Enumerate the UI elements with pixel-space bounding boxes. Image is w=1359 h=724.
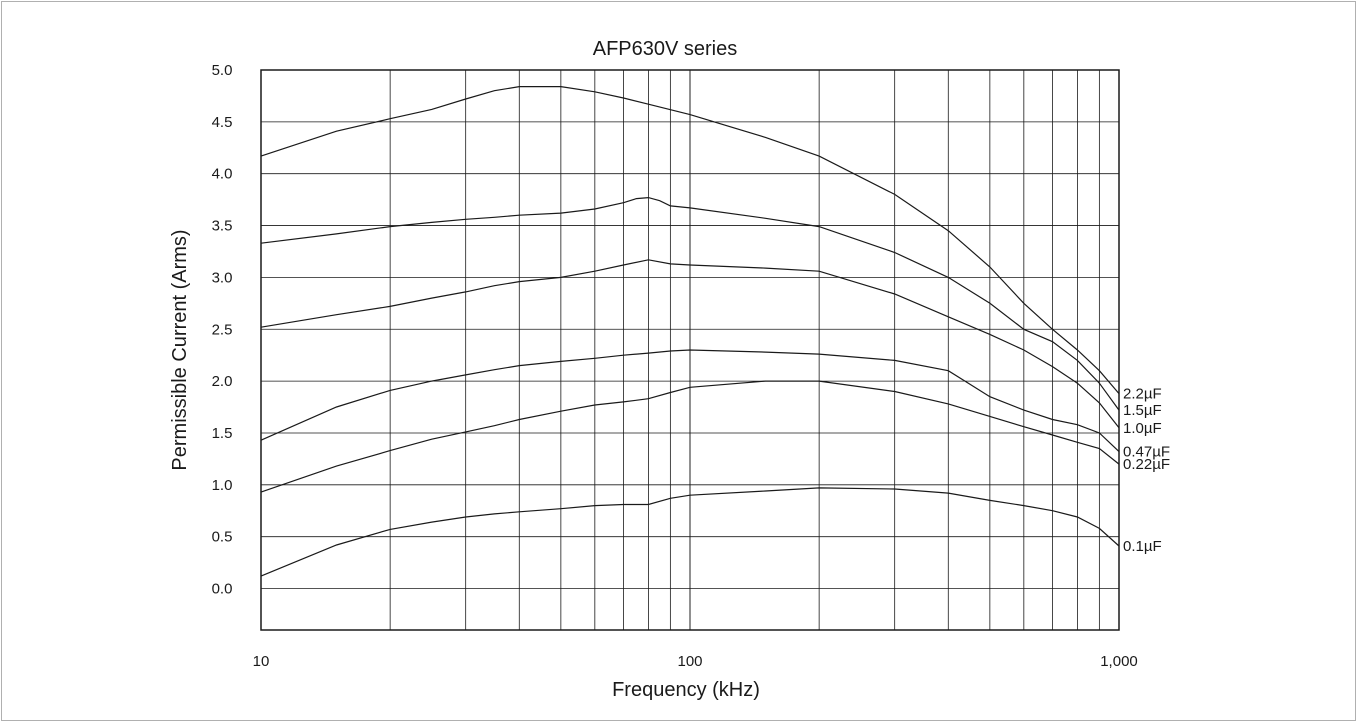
series-label: 1.5µF [1123, 402, 1162, 419]
series-label: 0.47µF [1123, 444, 1170, 461]
series-lines [260, 85, 1120, 577]
x-tick-label: 10 [253, 653, 270, 670]
chart-title: AFP630V series [593, 38, 738, 60]
plot-area-border [260, 69, 1120, 631]
y-tick-label: 0.5 [212, 529, 233, 546]
y-tick-label: 0.0 [212, 581, 233, 598]
y-axis-ticks: 0.0 0.5 1.0 1.5 2.0 2.5 3.0 3.5 4.0 4.5 5.0 [212, 62, 233, 598]
series-line [260, 380, 1120, 493]
y-tick-label: 2.0 [212, 373, 233, 390]
y-tick-label: 1.5 [212, 425, 233, 442]
series-label: 1.0µF [1123, 420, 1162, 437]
y-tick-label: 4.5 [212, 114, 233, 131]
y-tick-label: 3.5 [212, 218, 233, 235]
y-axis-label: Permissible Current (Arms) [169, 229, 191, 470]
series-line [260, 349, 1120, 453]
y-tick-label: 5.0 [212, 62, 233, 79]
series-line [260, 85, 1120, 394]
x-tick-label: 100 [677, 653, 702, 670]
y-tick-label: 4.0 [212, 166, 233, 183]
series-label: 0.22µF [1123, 456, 1170, 473]
y-tick-label: 1.0 [212, 477, 233, 494]
y-tick-label: 2.5 [212, 321, 233, 338]
series-line [260, 259, 1120, 429]
x-axis-ticks: 10 100 1,000 [253, 653, 1138, 670]
x-axis-label: Frequency (kHz) [612, 679, 760, 701]
series-line [260, 196, 1120, 411]
series-line [260, 487, 1120, 577]
series-label: 2.2µF [1123, 386, 1162, 403]
series-label: 0.1µF [1123, 538, 1162, 555]
y-tick-label: 3.0 [212, 269, 233, 286]
x-tick-label: 1,000 [1100, 653, 1138, 670]
grid [261, 69, 1119, 630]
